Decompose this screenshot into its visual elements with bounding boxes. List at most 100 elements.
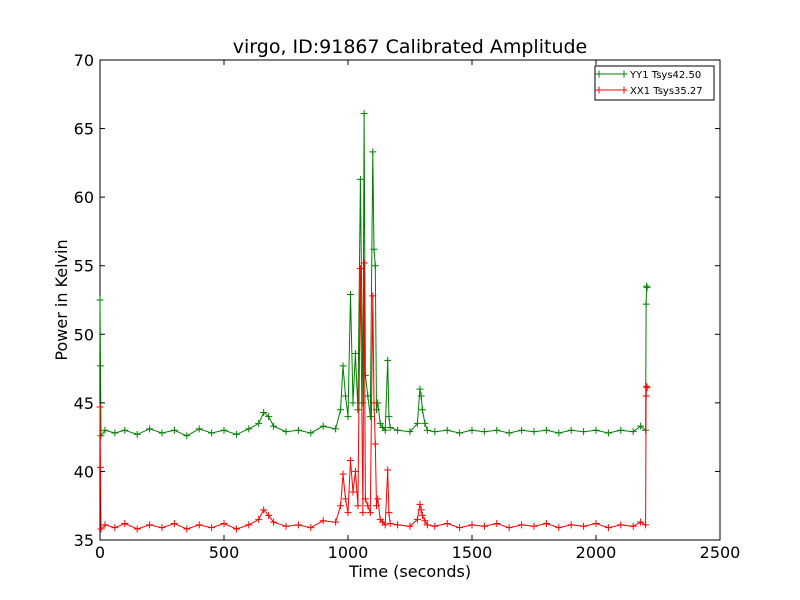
data-point <box>339 362 347 370</box>
data-point <box>332 425 340 433</box>
data-point <box>617 426 625 434</box>
data-point <box>381 521 389 529</box>
data-point <box>413 419 421 427</box>
data-point <box>101 426 109 434</box>
legend-box <box>594 65 715 101</box>
data-point <box>637 518 645 526</box>
data-point <box>366 413 374 421</box>
data-point <box>158 429 166 437</box>
legend-marker-yy1 <box>595 70 628 78</box>
data-point <box>282 522 290 530</box>
data-point <box>351 349 359 357</box>
data-point <box>356 175 364 183</box>
data-point <box>394 426 402 434</box>
data-point <box>604 429 612 437</box>
data-point <box>374 495 382 503</box>
x-tick-label: 1500 <box>452 543 493 562</box>
data-point <box>376 419 384 427</box>
legend-label-yy1: YY1 Tsys42.50 <box>629 70 701 81</box>
data-point <box>421 517 429 525</box>
data-point <box>354 406 362 414</box>
data-point <box>417 506 425 514</box>
data-point <box>344 509 352 517</box>
x-tick-label: 500 <box>209 543 240 562</box>
data-point <box>344 413 352 421</box>
data-point <box>592 426 600 434</box>
data-point <box>443 426 451 434</box>
data-point <box>370 245 378 253</box>
legend-marker-xx1 <box>595 86 628 94</box>
data-point <box>371 440 379 448</box>
data-point <box>360 109 368 117</box>
x-tick-label: 2000 <box>576 543 617 562</box>
y-tick-label: 55 <box>74 257 94 276</box>
data-point <box>245 521 253 529</box>
data-point <box>361 495 369 503</box>
data-point <box>260 408 268 416</box>
data-point <box>423 426 431 434</box>
data-point <box>530 522 538 530</box>
series-layer <box>96 109 651 533</box>
data-point <box>629 428 637 436</box>
data-point <box>146 521 154 529</box>
data-point <box>245 425 253 433</box>
data-point <box>468 426 476 434</box>
data-point <box>158 524 166 532</box>
y-tick-label: 40 <box>74 462 94 481</box>
data-point <box>384 466 392 474</box>
data-point <box>255 515 263 523</box>
data-point <box>360 259 368 267</box>
data-point <box>567 521 575 529</box>
data-point <box>385 509 393 517</box>
data-point <box>111 524 119 532</box>
y-tick-label: 35 <box>74 531 94 550</box>
data-point <box>366 509 374 517</box>
data-point <box>96 403 104 411</box>
y-tick-label: 60 <box>74 188 94 207</box>
data-point <box>637 422 645 430</box>
data-point <box>337 502 345 510</box>
data-point <box>567 426 575 434</box>
data-point <box>416 500 424 508</box>
data-point <box>97 432 105 440</box>
data-point <box>386 424 394 432</box>
data-point <box>232 430 240 438</box>
x-axis: 0 500 1000 1500 2000 2500 <box>95 60 740 562</box>
data-point <box>319 517 327 525</box>
data-point <box>96 296 104 304</box>
data-point <box>542 426 550 434</box>
data-point <box>456 524 464 532</box>
data-point <box>170 426 178 434</box>
data-point <box>423 521 431 529</box>
data-point <box>373 502 381 510</box>
data-point <box>195 521 203 529</box>
y-axis-label: Power in Kelvin <box>52 239 71 360</box>
data-point <box>369 292 377 300</box>
data-point <box>294 426 302 434</box>
x-tick-label: 2500 <box>700 543 741 562</box>
data-point <box>518 521 526 529</box>
data-point <box>431 522 439 530</box>
data-point <box>371 262 379 270</box>
data-point <box>183 432 191 440</box>
data-point <box>359 509 367 517</box>
data-point <box>417 392 425 400</box>
data-point <box>542 520 550 528</box>
data-point <box>418 406 426 414</box>
data-point <box>617 521 625 529</box>
data-point <box>431 428 439 436</box>
data-point <box>361 371 369 379</box>
data-point <box>270 518 278 526</box>
data-point <box>354 502 362 510</box>
data-point <box>349 399 357 407</box>
data-point <box>282 428 290 436</box>
data-point <box>265 413 273 421</box>
data-point <box>480 428 488 436</box>
data-point <box>146 425 154 433</box>
data-point <box>456 429 464 437</box>
data-point <box>96 362 104 370</box>
data-point <box>386 520 394 528</box>
data-point <box>307 524 315 532</box>
data-point <box>480 522 488 530</box>
